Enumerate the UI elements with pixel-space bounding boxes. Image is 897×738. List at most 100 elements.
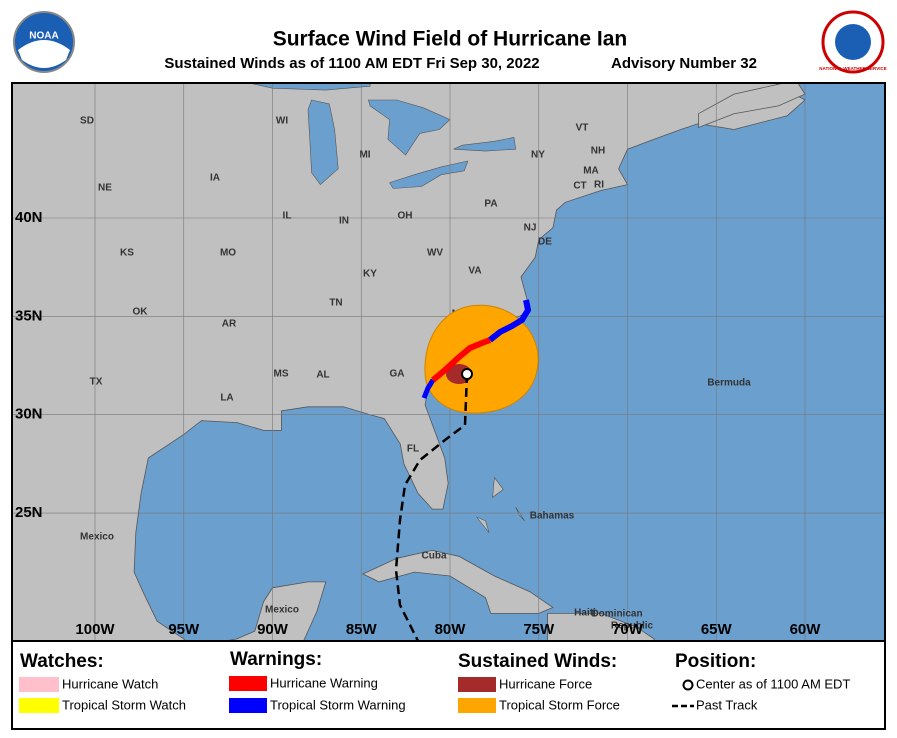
legend-item: Past Track [696,697,758,712]
place-label: NY [531,150,545,161]
place-label: AL [316,370,329,381]
legend-heading: Sustained Winds: [458,651,617,672]
longitude-label: 100W [75,621,115,638]
cuba [362,549,554,614]
place-label: Bermuda [707,378,751,389]
place-label: FL [407,444,419,455]
legend-swatch [229,698,267,713]
place-label: Dominican [591,609,642,620]
legend-swatch [229,676,267,691]
bahamas-island [492,476,504,498]
legend-item: Tropical Storm Warning [270,697,406,712]
lake [389,160,469,189]
advisory: Advisory Number 32 [611,55,757,72]
storm-center [461,368,473,380]
place-label: MO [220,248,236,259]
longitude-label: 70W [612,621,644,638]
place-label: AR [222,319,237,330]
place-label: Haiti [574,608,596,619]
longitude-label: 80W [435,621,467,638]
hurricane-warning [431,337,492,383]
place-label: WV [427,248,443,259]
title: Surface Wind Field of Hurricane Ian [273,28,628,51]
bahamas-island [476,516,490,533]
place-label: KS [120,248,134,259]
legend: Watches: Hurricane Watch Tropical Storm … [19,649,850,713]
longitude-label: 90W [257,621,289,638]
tropical-storm-warning [421,378,436,399]
place-label: CT [573,181,586,192]
latitude-label: 40N [15,209,43,226]
place-label: MI [359,150,370,161]
longitude-label: 95W [168,621,200,638]
place-label: SD [80,116,94,127]
noaa-logo-text: NOAA [29,31,58,42]
legend-swatch [458,698,496,713]
legend-swatch [19,698,59,713]
place-label: IL [283,211,292,222]
lake [368,99,451,156]
bahamas-island [515,506,525,522]
place-label: KY [363,269,377,280]
legend-swatch [19,677,59,692]
land [12,83,806,641]
place-label: NJ [524,223,537,234]
longitude-label: 75W [523,621,555,638]
legend-item: Tropical Storm Watch [62,697,186,712]
place-label: LA [220,393,233,404]
nws-logo-inner [835,24,871,60]
place-label: MA [583,166,599,177]
place-label: Mexico [265,605,299,616]
place-label: NH [591,146,605,157]
legend-swatch [458,677,496,692]
subtitle: Sustained Winds as of 1100 AM EDT Fri Se… [164,55,539,72]
place-label: GA [390,369,405,380]
place-label: Republic [611,621,654,632]
legend-item: Hurricane Force [499,676,592,691]
past-track [394,373,469,641]
place-label: Bahamas [530,511,575,522]
noaa-logo-wave [18,40,70,68]
legend-center-icon [682,679,694,691]
place-label: OK [133,307,149,318]
legend-heading: Watches: [20,651,104,672]
lake [453,137,517,152]
place-label: Cuba [422,551,447,562]
lake [307,99,339,186]
place-label: MS [274,369,289,380]
place-label: IA [210,173,220,184]
legend-item: Hurricane Warning [270,675,378,690]
place-label: NE [98,183,112,194]
place-label: TN [329,298,342,309]
place-label: IN [339,216,349,227]
place-label: TX [90,377,103,388]
place-label: VT [576,123,589,134]
place-label: OH [398,211,413,222]
legend-item: Tropical Storm Force [499,697,620,712]
place-label: VA [468,266,481,277]
latitude-label: 30N [15,406,43,423]
latitude-label: 25N [15,504,43,521]
longitude-label: 60W [790,621,822,638]
nws-logo-text: NATIONAL WEATHER SERVICE [819,66,886,71]
place-label: Mexico [80,532,114,543]
longitude-label: 65W [701,621,733,638]
latitude-label: 35N [15,307,43,324]
legend-item: Center as of 1100 AM EDT [696,676,850,691]
legend-frame [11,640,886,730]
place-label: RI [594,180,604,191]
place-label: PA [484,199,497,210]
legend-heading: Position: [675,651,756,672]
tropical-storm-warning [488,299,532,343]
tropical-storm-force-winds [424,304,539,414]
legend-heading: Warnings: [230,649,322,670]
longitude-label: 85W [346,621,378,638]
legend-item: Hurricane Watch [62,676,158,691]
nova-scotia [698,83,806,129]
place-label: DE [538,237,552,248]
place-label: WI [276,116,288,127]
logos: NOAA NATIONAL WEATHER SERVICE [13,10,887,74]
lake [247,83,371,91]
